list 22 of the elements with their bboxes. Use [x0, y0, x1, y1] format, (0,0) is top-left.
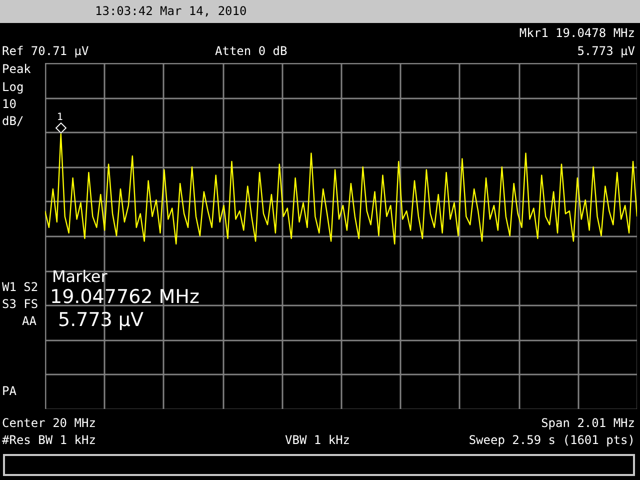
text: Atten 0 dB: [215, 44, 288, 59]
text: Ref 70.71 µV: [2, 44, 89, 59]
text: Mkr1 19.0478 MHz: [519, 26, 635, 41]
text: VBW 1 kHz: [285, 433, 350, 448]
annotation: 5.773 µV: [58, 309, 144, 331]
text: Center 20 MHz: [2, 416, 96, 431]
text: 13:03:42 Mar 14, 2010: [95, 4, 247, 19]
annotation: 19.047762 MHz: [50, 286, 200, 308]
text: S3 FS: [2, 297, 38, 312]
annotation: Marker: [52, 267, 108, 286]
text: PA: [2, 384, 16, 399]
text: 5.773 µV: [577, 44, 635, 59]
text: Log: [2, 80, 24, 95]
text: dB/: [2, 114, 24, 129]
text: Sweep 2.59 s (1601 pts): [468, 433, 635, 448]
text: 10: [2, 97, 16, 112]
text: 1: [56, 112, 63, 123]
text: #Res BW 1 kHz: [2, 433, 96, 448]
text: W1 S2: [2, 280, 38, 295]
text: Peak: [2, 62, 31, 77]
text: Span 2.01 MHz: [541, 416, 635, 431]
text: AA: [22, 314, 36, 329]
